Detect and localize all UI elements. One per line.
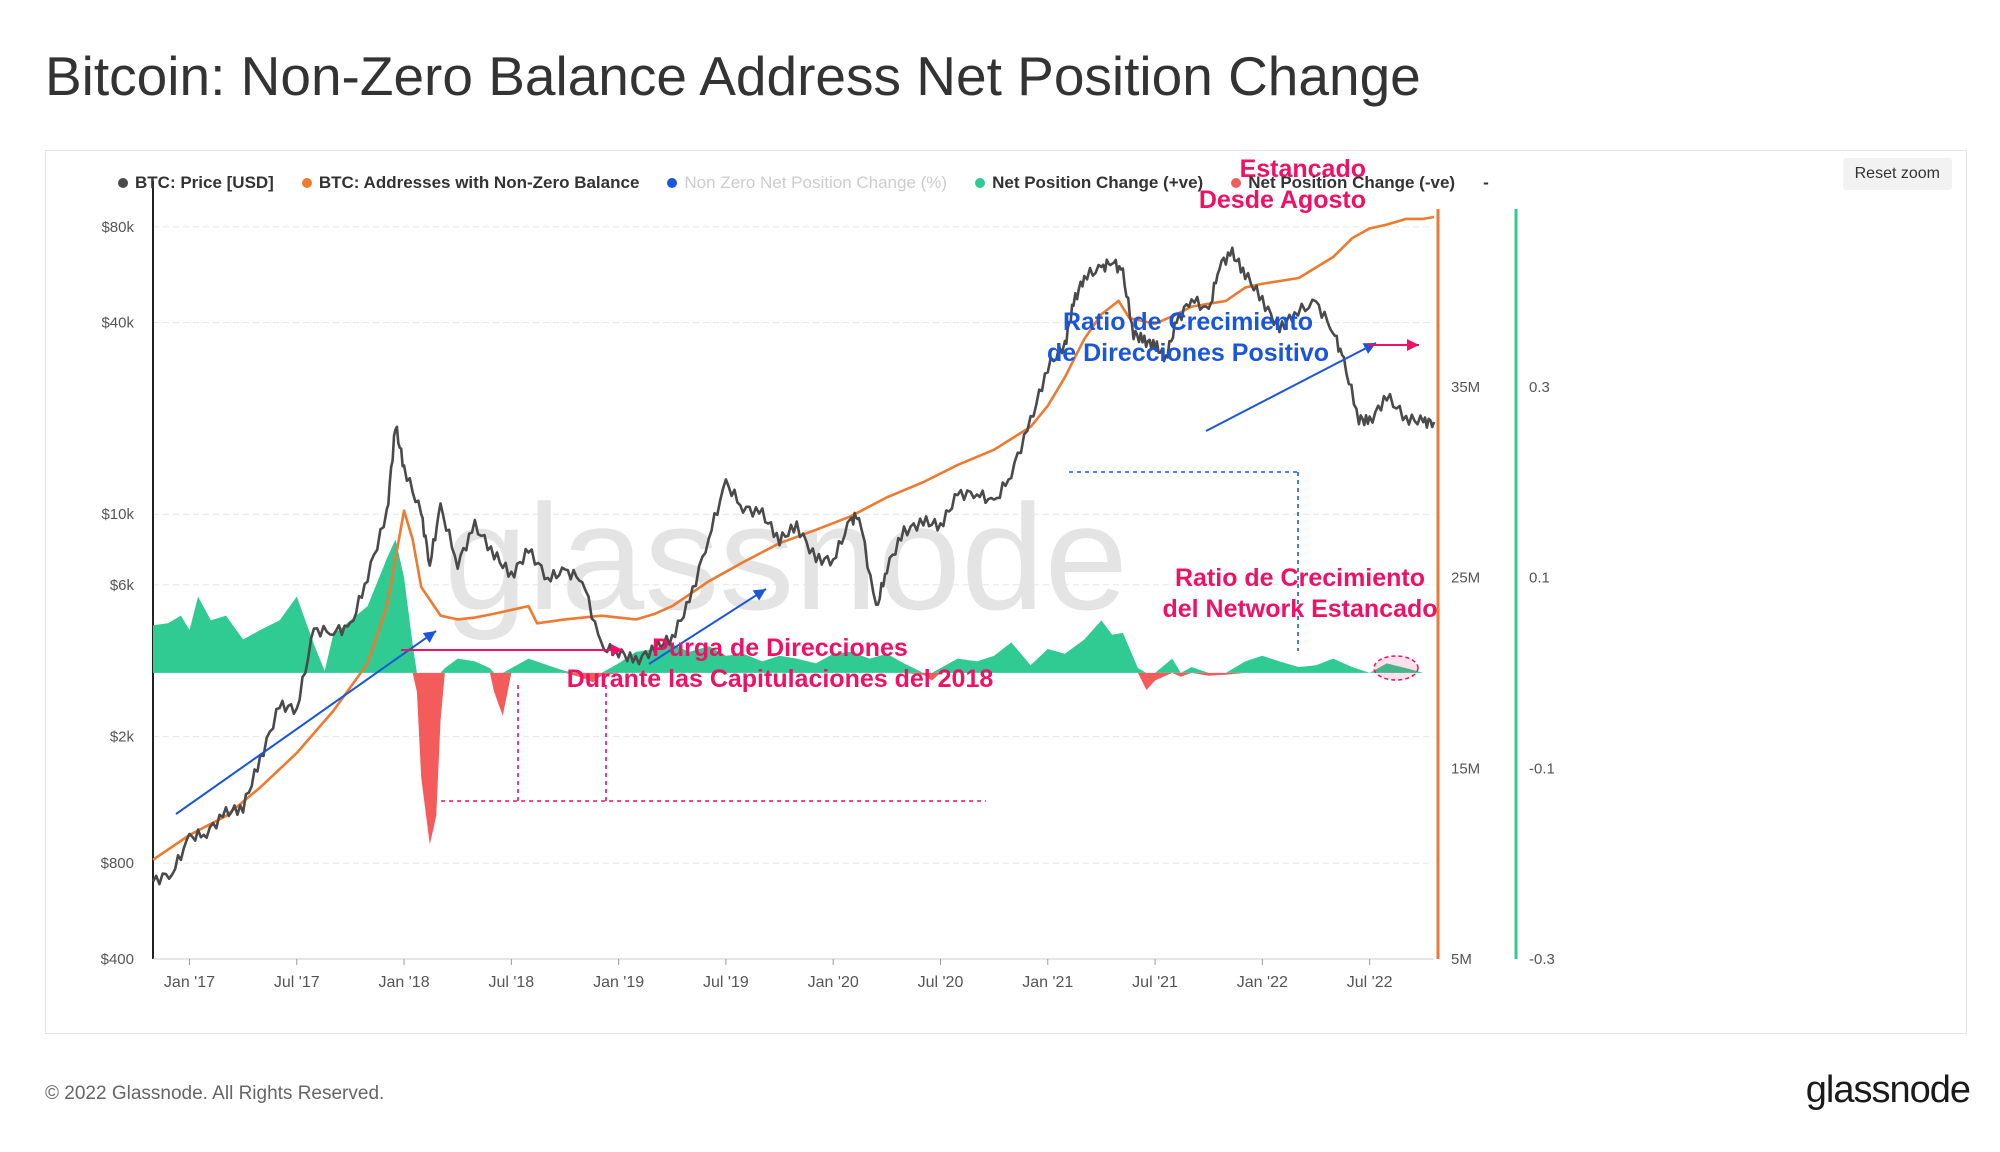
y-right-addresses-tick-label: 25M <box>1451 570 1480 587</box>
y-right-addresses-tick-label: 15M <box>1451 760 1480 777</box>
y-left-tick-label: $800 <box>101 855 134 872</box>
stall-arrow-2022-head <box>1407 339 1419 351</box>
legend-dot <box>301 178 312 188</box>
annotation-line: Desde Agosto <box>1199 186 1366 214</box>
net-position-change-negative-area[interactable] <box>153 672 1434 845</box>
legend-label: Net Position Change (-ve) <box>1248 173 1456 192</box>
chart-plot[interactable]: $80k $40k $10k $6k $2k $800 $400 Jan '17 Jul '17… <box>46 151 1966 1033</box>
y-right-change-tick-label: -0.3 <box>1529 951 1555 968</box>
y-left-tick-label: $2k <box>110 729 135 746</box>
annotation-line: de Direcciones Positivo <box>1047 339 1329 367</box>
annotation-positive-growth-ratio: Ratio de Crecimiento de Direcciones Posit… <box>1047 308 1329 367</box>
x-tick-label: Jul '21 <box>1132 974 1178 991</box>
x-tick-label: Jan '22 <box>1237 974 1288 991</box>
x-tick-label: Jan '21 <box>1022 974 1073 991</box>
x-tick-label: Jul '20 <box>918 974 964 991</box>
trend-arrow-2017-head <box>422 631 436 643</box>
legend-dot <box>975 178 986 188</box>
stalled-highlight-ellipse <box>1373 655 1419 681</box>
annotation-line: del Network Estancado <box>1162 595 1437 623</box>
x-tick-label: Jan '17 <box>164 974 215 991</box>
flat-arrow-2018-head <box>611 644 623 656</box>
annotations: Estancado Desde Agosto Ratio de Crecimient… <box>175 155 1438 815</box>
annotation-line: Ratio de Crecimiento <box>1063 308 1313 336</box>
addresses-non-zero-balance-line[interactable] <box>152 215 1435 861</box>
y-right-change-tick-label: 0.1 <box>1529 570 1550 587</box>
x-tick-label: Jan '19 <box>593 974 644 991</box>
y-right-addresses-tick-label: 35M <box>1451 379 1480 396</box>
annotation-line: Estancado <box>1240 155 1366 183</box>
legend-item-1[interactable]: BTC: Price [USD] <box>118 173 274 193</box>
legend-item-3[interactable]: Non Zero Net Position Change (%) <box>667 173 947 193</box>
glassnode-logo: glassnode <box>1805 1069 1971 1111</box>
x-tick-label: Jul '17 <box>274 974 320 991</box>
legend-item-6[interactable]: - <box>1483 173 1489 193</box>
page-title: Bitcoin: Non-Zero Balance Address Net Po… <box>45 45 1421 107</box>
y-left-tick-label: $400 <box>101 951 134 968</box>
net-position-change-positive-area[interactable] <box>153 539 1434 673</box>
legend-label: Non Zero Net Position Change (%) <box>684 173 948 192</box>
y-left-tick-label: $80k <box>101 219 134 236</box>
x-tick-label: Jul '18 <box>488 974 534 991</box>
trend-arrow-2019-head <box>752 589 766 601</box>
legend-label: Net Position Change (+ve) <box>992 173 1204 192</box>
legend-label: BTC: Price [USD] <box>135 173 274 192</box>
annotation-address-purge-2018: Purga de Direcciones Durante las Capitula… <box>567 634 994 693</box>
y-left-tick-label: $40k <box>101 315 134 332</box>
annotation-network-growth-stalled: Ratio de Crecimiento del Network Estancad… <box>1162 564 1437 623</box>
y-left-tick-label: $10k <box>101 506 134 523</box>
legend-item-2[interactable]: BTC: Addresses with Non-Zero Balance <box>301 173 640 193</box>
y-right-change-tick-label: -0.1 <box>1529 760 1555 777</box>
y-right-change-tick-label: 0.3 <box>1529 379 1550 396</box>
trend-arrow-2019 <box>648 588 767 665</box>
reset-zoom-button[interactable]: Reset zoom <box>1842 158 1952 190</box>
x-tick-label: Jul '19 <box>703 974 749 991</box>
y-left-tick-label: $6k <box>110 577 135 594</box>
x-tick-label: Jul '22 <box>1347 974 1393 991</box>
trend-arrow-2017 <box>175 630 437 815</box>
legend-item-5[interactable]: Net Position Change (-ve) <box>1231 173 1455 193</box>
btc-price-line[interactable] <box>151 246 1436 886</box>
chart-container: $80k $40k $10k $6k $2k $800 $400 Jan '17 Jul '17… <box>45 150 1967 1034</box>
annotation-stalled-since-august: Estancado Desde Agosto <box>1199 155 1366 214</box>
legend-label: - <box>1483 173 1489 192</box>
watermark: glassnode <box>444 473 1128 641</box>
annotation-line: Ratio de Crecimiento <box>1175 564 1425 592</box>
legend-item-4[interactable]: Net Position Change (+ve) <box>975 173 1203 193</box>
chart-legend: BTC: Price [USD] BTC: Addresses with Non-… <box>118 173 1489 193</box>
legend-dot <box>118 178 128 188</box>
y-right-addresses-tick-label: 5M <box>1451 951 1472 968</box>
x-tick-label: Jan '18 <box>379 974 430 991</box>
annotation-line: Purga de Direcciones <box>652 634 908 662</box>
trend-arrow-2021 <box>1205 342 1377 432</box>
annotation-line: Durante las Capitulaciones del 2018 <box>567 665 994 693</box>
legend-label: BTC: Addresses with Non-Zero Balance <box>318 173 640 192</box>
footer-copyright: © 2022 Glassnode. All Rights Reserved. <box>45 1083 385 1104</box>
legend-dot <box>1231 178 1242 188</box>
grid: $80k $40k $10k $6k $2k $800 $400 <box>101 181 1434 968</box>
legend-dot <box>667 178 678 188</box>
x-tick-label: Jan '20 <box>808 974 859 991</box>
